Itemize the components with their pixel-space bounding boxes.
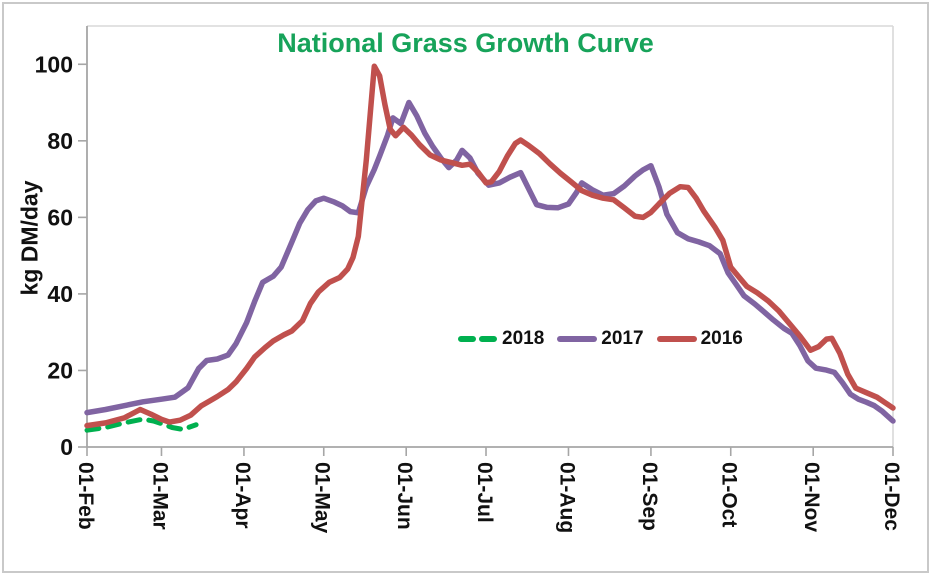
x-tick-label: 01-Nov xyxy=(800,462,823,532)
legend-swatch-2016 xyxy=(656,336,697,342)
legend-label-2018: 2018 xyxy=(502,328,545,349)
x-tick-label: 01-Aug xyxy=(555,462,578,533)
y-tick-label: 20 xyxy=(47,357,73,383)
y-tick-label: 60 xyxy=(47,204,73,230)
x-tick-label: 01-Dec xyxy=(880,462,903,531)
legend-label-2017: 2017 xyxy=(601,328,644,349)
x-tick-label: 01-Oct xyxy=(718,462,741,527)
chart-title: National Grass Growth Curve xyxy=(277,28,654,58)
y-tick-label: 40 xyxy=(47,281,73,307)
ticks-layer: 0 20 40 60 80 100 01-Feb 01-Mar 01-Apr 01-May 01-J… xyxy=(35,51,903,533)
series-line-2017 xyxy=(84,99,896,424)
y-axis-title-text: kg DM/day xyxy=(16,180,43,296)
x-tick-label: 01-Feb xyxy=(74,462,97,530)
legend-item-2018: 2018 xyxy=(458,328,544,350)
legend-item-2016: 2016 xyxy=(656,328,743,350)
legend-swatch-2018 xyxy=(458,336,498,342)
x-tick-label: 01-Jul xyxy=(473,462,496,523)
legend-item-2017: 2017 xyxy=(557,328,644,350)
y-tick-label: 0 xyxy=(60,434,73,460)
series-layer xyxy=(84,63,896,433)
x-tick-label: 01-Sep xyxy=(638,462,661,531)
x-tick-label: 01-Mar xyxy=(148,462,171,530)
x-tick-label: 01-Jun xyxy=(393,462,416,530)
series-line-2018 xyxy=(84,416,199,433)
legend: 2018 2017 2016 xyxy=(458,328,743,350)
x-tick-label: 01-Apr xyxy=(231,462,254,529)
legend-swatch-2017 xyxy=(557,336,598,342)
legend-label-2016: 2016 xyxy=(700,328,743,349)
x-tick-label: 01-May xyxy=(311,462,334,534)
y-tick-label: 100 xyxy=(35,51,73,77)
series-line-2016 xyxy=(84,63,896,429)
y-tick-label: 80 xyxy=(47,128,73,154)
